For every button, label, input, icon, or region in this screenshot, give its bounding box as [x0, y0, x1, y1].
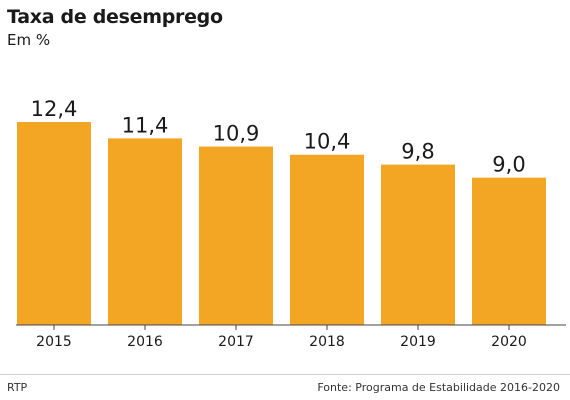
value-label-2017: 10,9	[213, 122, 260, 146]
bar-2020	[472, 177, 546, 325]
x-tick-label-2017: 2017	[218, 334, 254, 350]
value-label-2018: 10,4	[304, 130, 351, 154]
footer-divider	[0, 374, 570, 375]
bars-layer	[17, 122, 546, 325]
x-tick-label-2015: 2015	[36, 334, 72, 350]
bar-2016	[108, 138, 182, 325]
chart-subtitle: Em %	[7, 31, 51, 49]
bar-2019	[381, 164, 455, 325]
value-label-2020: 9,0	[492, 153, 525, 177]
value-label-2016: 11,4	[122, 113, 169, 137]
value-label-2019: 9,8	[401, 140, 434, 164]
x-tick-label-2019: 2019	[400, 334, 436, 350]
x-tick-labels-layer: 2015 2016 2017 2018 2019 2020	[36, 334, 527, 350]
x-tick-label-2016: 2016	[127, 334, 163, 350]
credit-label: RTP	[7, 381, 28, 394]
source-label: Fonte: Programa de Estabilidade 2016-202…	[317, 381, 560, 394]
bar-2015	[17, 122, 91, 325]
chart-title: Taxa de desemprego	[7, 6, 223, 28]
x-ticks-layer	[53, 325, 510, 330]
bar-2018	[290, 154, 364, 325]
value-labels-layer: 12,4 11,4 10,9 10,4 9,8 9,0	[31, 97, 526, 177]
x-tick-label-2020: 2020	[491, 334, 527, 350]
value-label-2015: 12,4	[31, 97, 78, 121]
bar-2017	[199, 146, 273, 325]
x-tick-label-2018: 2018	[309, 334, 345, 350]
